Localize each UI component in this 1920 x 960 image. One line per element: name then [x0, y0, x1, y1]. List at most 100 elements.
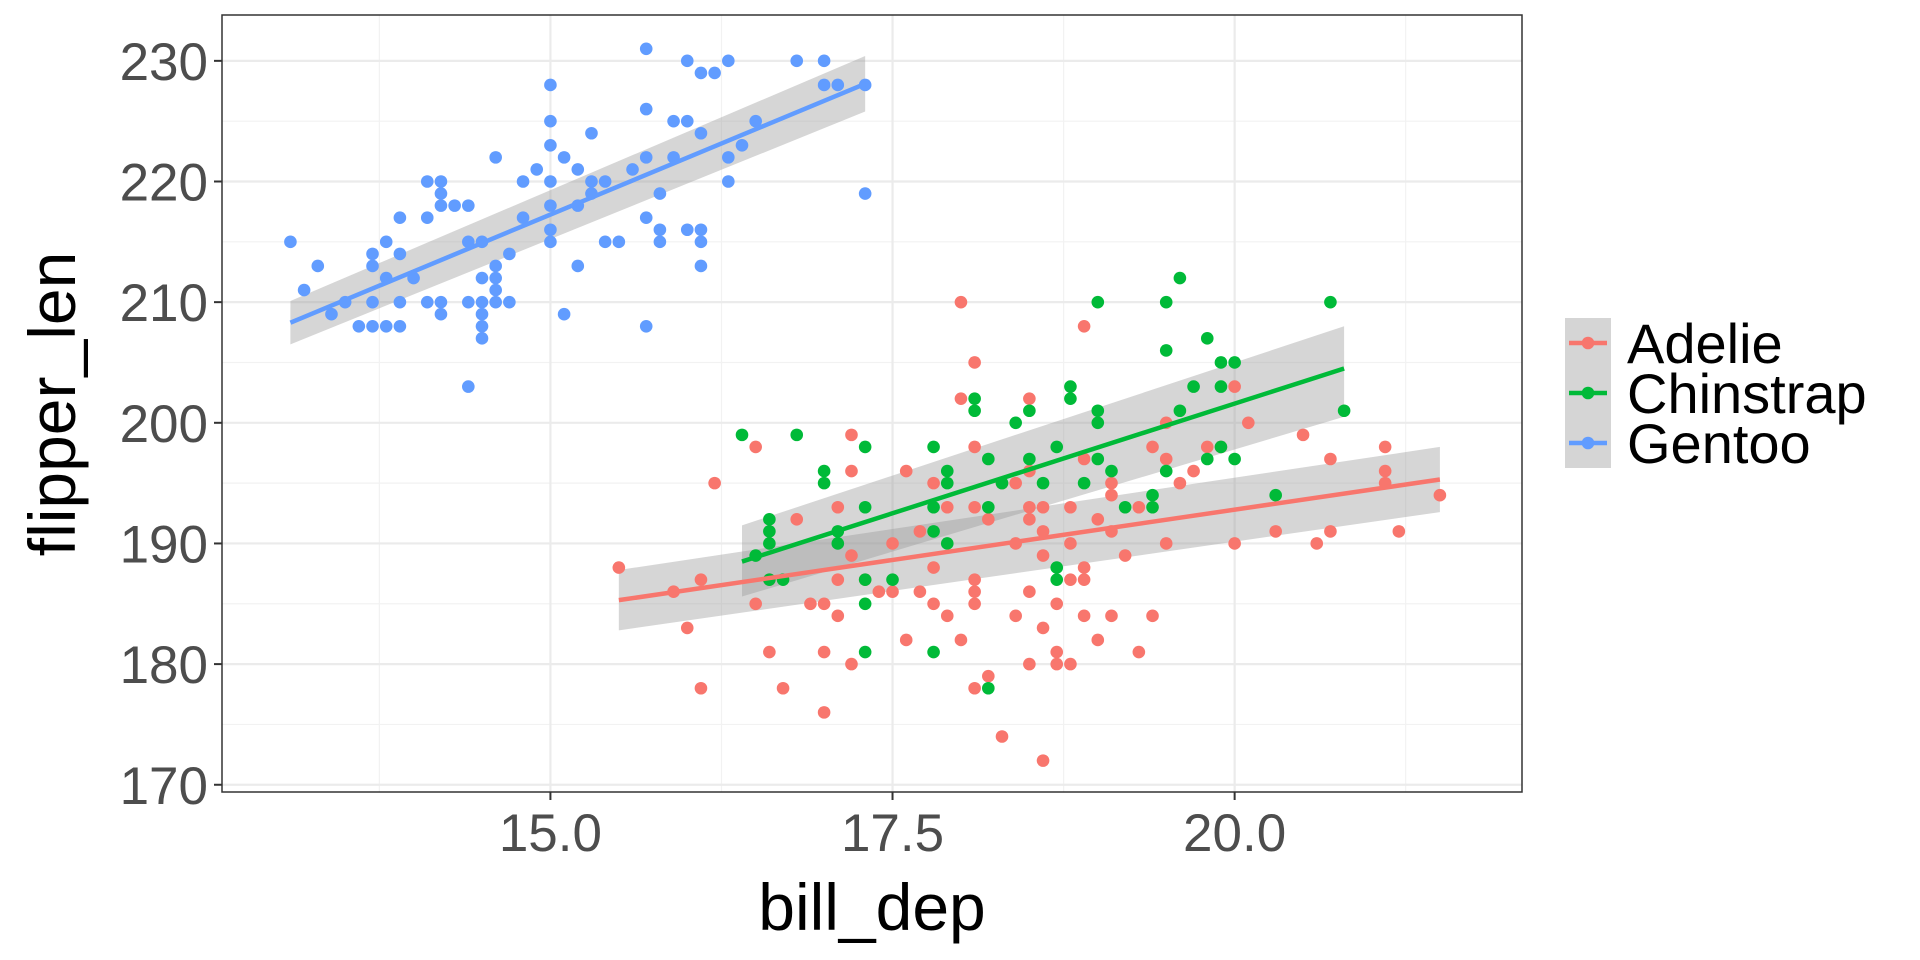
adelie-point: [1132, 500, 1146, 514]
adelie-point: [913, 525, 927, 538]
gentoo-point: [858, 187, 872, 200]
adelie-point: [845, 464, 858, 478]
chinstrap-point: [1214, 440, 1228, 454]
adelie-point: [899, 633, 913, 647]
gentoo-point: [284, 235, 297, 249]
gentoo-point: [311, 259, 325, 273]
adelie-point: [804, 597, 817, 611]
adelie-point: [940, 609, 954, 623]
chinstrap-point: [858, 573, 872, 586]
adelie-point: [1036, 500, 1050, 514]
adelie-point: [1023, 513, 1036, 526]
adelie-point: [1091, 513, 1105, 526]
adelie-point: [886, 537, 899, 550]
gentoo-legend-key: [1565, 418, 1611, 468]
gentoo-point: [585, 126, 598, 140]
chinstrap-point: [817, 476, 831, 490]
gentoo-point: [639, 319, 653, 333]
chinstrap-point: [1146, 500, 1159, 514]
adelie-point: [1023, 585, 1036, 599]
gentoo-point: [557, 307, 571, 321]
gentoo-point: [598, 175, 612, 188]
adelie-point: [940, 500, 954, 514]
chinstrap-point: [858, 440, 872, 454]
adelie-points: [612, 295, 1447, 767]
gentoo-point: [393, 295, 407, 309]
adelie-point: [968, 681, 981, 695]
gentoo-point: [462, 295, 475, 309]
adelie-point: [831, 609, 845, 623]
gentoo-point: [393, 211, 407, 224]
gentoo-point: [639, 151, 653, 164]
chinstrap-point: [1023, 452, 1036, 466]
adelie-point: [968, 585, 981, 599]
y-tick-label: 170: [120, 757, 208, 816]
adelie-point: [1105, 488, 1118, 502]
chinstrap-point: [1200, 332, 1214, 345]
y-tick-label: 220: [120, 154, 208, 213]
legend-key-point: [1581, 386, 1595, 400]
chinstrap-point: [927, 440, 940, 454]
gentoo-point: [694, 66, 708, 80]
y-axis-ticks: 170 180 190 200 210 220 230: [120, 33, 222, 816]
gentoo-point: [544, 139, 557, 152]
x-tick-label: 15.0: [499, 804, 602, 863]
gentoo-point: [475, 271, 489, 285]
gentoo-point: [475, 295, 489, 309]
adelie-point: [776, 681, 790, 695]
chinstrap-point: [1050, 440, 1064, 454]
adelie-point: [1036, 549, 1050, 562]
y-tick-label: 180: [120, 636, 208, 695]
adelie-point: [968, 597, 981, 611]
gentoo-point: [708, 66, 721, 80]
chinstrap-point: [1009, 416, 1022, 430]
adelie-point: [845, 428, 858, 442]
gentoo-point: [680, 223, 694, 237]
adelie-point: [708, 476, 721, 490]
gentoo-point: [749, 114, 762, 128]
gentoo-point: [571, 259, 585, 273]
gentoo-point: [475, 307, 489, 321]
chinstrap-point: [1159, 464, 1173, 478]
fit-lines: [289, 81, 1441, 603]
chinstrap-point: [1050, 561, 1064, 574]
adelie-point: [1159, 537, 1173, 550]
adelie-point: [1023, 500, 1036, 514]
adelie-point: [1159, 452, 1173, 466]
chinstrap-point: [886, 573, 899, 586]
chinstrap-point: [927, 500, 940, 514]
gentoo-point: [462, 199, 475, 212]
gentoo-fit-line: [289, 81, 867, 325]
x-tick-label: 17.5: [841, 804, 944, 863]
adelie-point: [1200, 440, 1214, 454]
chinstrap-fit-line: [741, 366, 1345, 564]
adelie-point: [1132, 645, 1146, 659]
adelie-point: [1433, 488, 1447, 502]
adelie-point: [1378, 464, 1392, 478]
adelie-point: [1105, 609, 1118, 623]
gentoo-point: [352, 319, 366, 333]
adelie-point: [1077, 319, 1091, 333]
adelie-point: [1064, 573, 1077, 586]
adelie-legend-key: [1565, 318, 1611, 368]
adelie-point: [1392, 525, 1406, 538]
grid-minor: [222, 15, 1522, 792]
adelie-point: [694, 681, 708, 695]
adelie-point: [1269, 525, 1282, 538]
adelie-point: [1091, 633, 1105, 647]
gentoo-point: [585, 175, 598, 188]
chinstrap-point: [1077, 476, 1091, 490]
gentoo-point: [434, 175, 448, 188]
chinstrap-point: [1200, 452, 1214, 466]
gentoo-point: [653, 235, 667, 249]
chinstrap-point: [763, 525, 776, 538]
chinstrap-legend-key: [1565, 368, 1611, 418]
gentoo-point: [393, 319, 407, 333]
chinstrap-point: [1091, 295, 1105, 309]
gentoo-point: [817, 54, 831, 68]
gentoo-point: [379, 319, 393, 333]
chinstrap-point: [982, 500, 995, 514]
adelie-point: [1064, 657, 1077, 671]
x-axis-title: bill_dep: [758, 870, 986, 944]
